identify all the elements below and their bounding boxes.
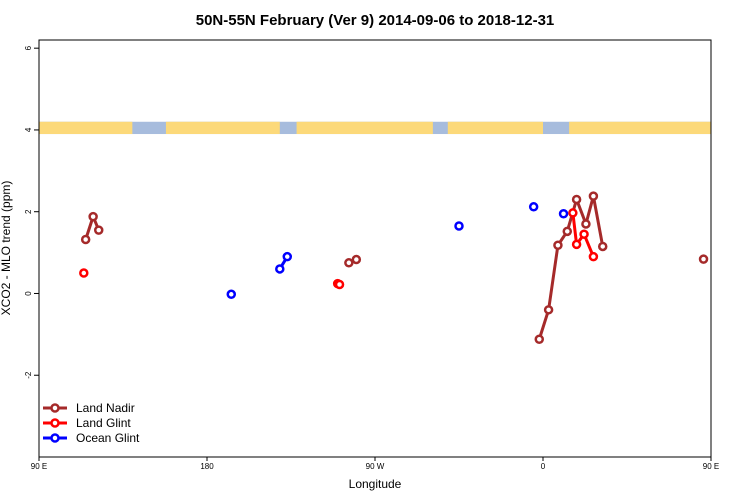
data-point bbox=[558, 209, 569, 219]
data-point bbox=[543, 305, 554, 315]
y-tick-label: 0 bbox=[24, 291, 33, 296]
legend-marker bbox=[50, 403, 60, 413]
land-segment bbox=[165, 121, 280, 135]
data-point bbox=[275, 264, 285, 274]
data-point bbox=[454, 221, 464, 231]
data-point bbox=[282, 251, 293, 262]
data-point bbox=[571, 194, 582, 205]
data-point bbox=[571, 239, 582, 250]
legend-label: Ocean Glint bbox=[76, 431, 140, 445]
data-point bbox=[528, 202, 539, 212]
data-point bbox=[93, 225, 104, 235]
data-point bbox=[579, 229, 589, 239]
series-ocean-glint bbox=[226, 202, 569, 300]
y-tick-label: 6 bbox=[24, 45, 33, 50]
data-point bbox=[562, 226, 573, 237]
y-axis-title: XCO2 - MLO trend (ppm) bbox=[0, 181, 13, 316]
series-land-nadir bbox=[80, 191, 709, 345]
y-tick-label: 4 bbox=[24, 127, 33, 132]
land-segment bbox=[569, 121, 711, 135]
land-segment bbox=[39, 121, 133, 135]
plot-series bbox=[79, 191, 709, 345]
x-axis: 90 E 180 90 W 0 90 E bbox=[31, 457, 719, 471]
data-point bbox=[88, 211, 98, 222]
x-tick-label: 90 E bbox=[31, 462, 47, 471]
y-tick-label: 2 bbox=[24, 209, 33, 214]
x-tick-label: 0 bbox=[541, 462, 546, 471]
data-point bbox=[588, 251, 599, 262]
land-ocean-strip bbox=[39, 121, 711, 135]
data-point bbox=[79, 268, 89, 278]
x-tick-label: 90 W bbox=[366, 462, 385, 471]
data-point bbox=[581, 219, 591, 229]
data-point bbox=[344, 258, 354, 268]
legend-label: Land Glint bbox=[76, 416, 131, 430]
series-line bbox=[571, 212, 595, 258]
legend-marker bbox=[50, 433, 60, 443]
chart-title: 50N-55N February (Ver 9) 2014-09-06 to 2… bbox=[196, 12, 555, 29]
data-point bbox=[698, 254, 709, 264]
y-axis: -2 0 2 4 6 bbox=[24, 45, 39, 379]
data-point bbox=[597, 241, 608, 252]
x-tick-label: 90 E bbox=[703, 462, 719, 471]
data-point bbox=[334, 279, 345, 290]
data-point bbox=[80, 234, 91, 245]
data-point bbox=[553, 240, 563, 250]
data-point bbox=[351, 254, 362, 265]
x-tick-label: 180 bbox=[200, 462, 214, 471]
data-point bbox=[588, 191, 599, 201]
land-segment bbox=[447, 121, 543, 135]
legend-label: Land Nadir bbox=[76, 401, 135, 415]
land-segment bbox=[296, 121, 433, 135]
data-point bbox=[568, 208, 578, 218]
x-axis-title: Longitude bbox=[349, 477, 402, 491]
data-point bbox=[226, 289, 237, 300]
series-land-glint bbox=[79, 208, 599, 290]
data-point bbox=[534, 334, 545, 345]
y-tick-label: -2 bbox=[24, 371, 33, 379]
legend-marker bbox=[50, 418, 60, 428]
